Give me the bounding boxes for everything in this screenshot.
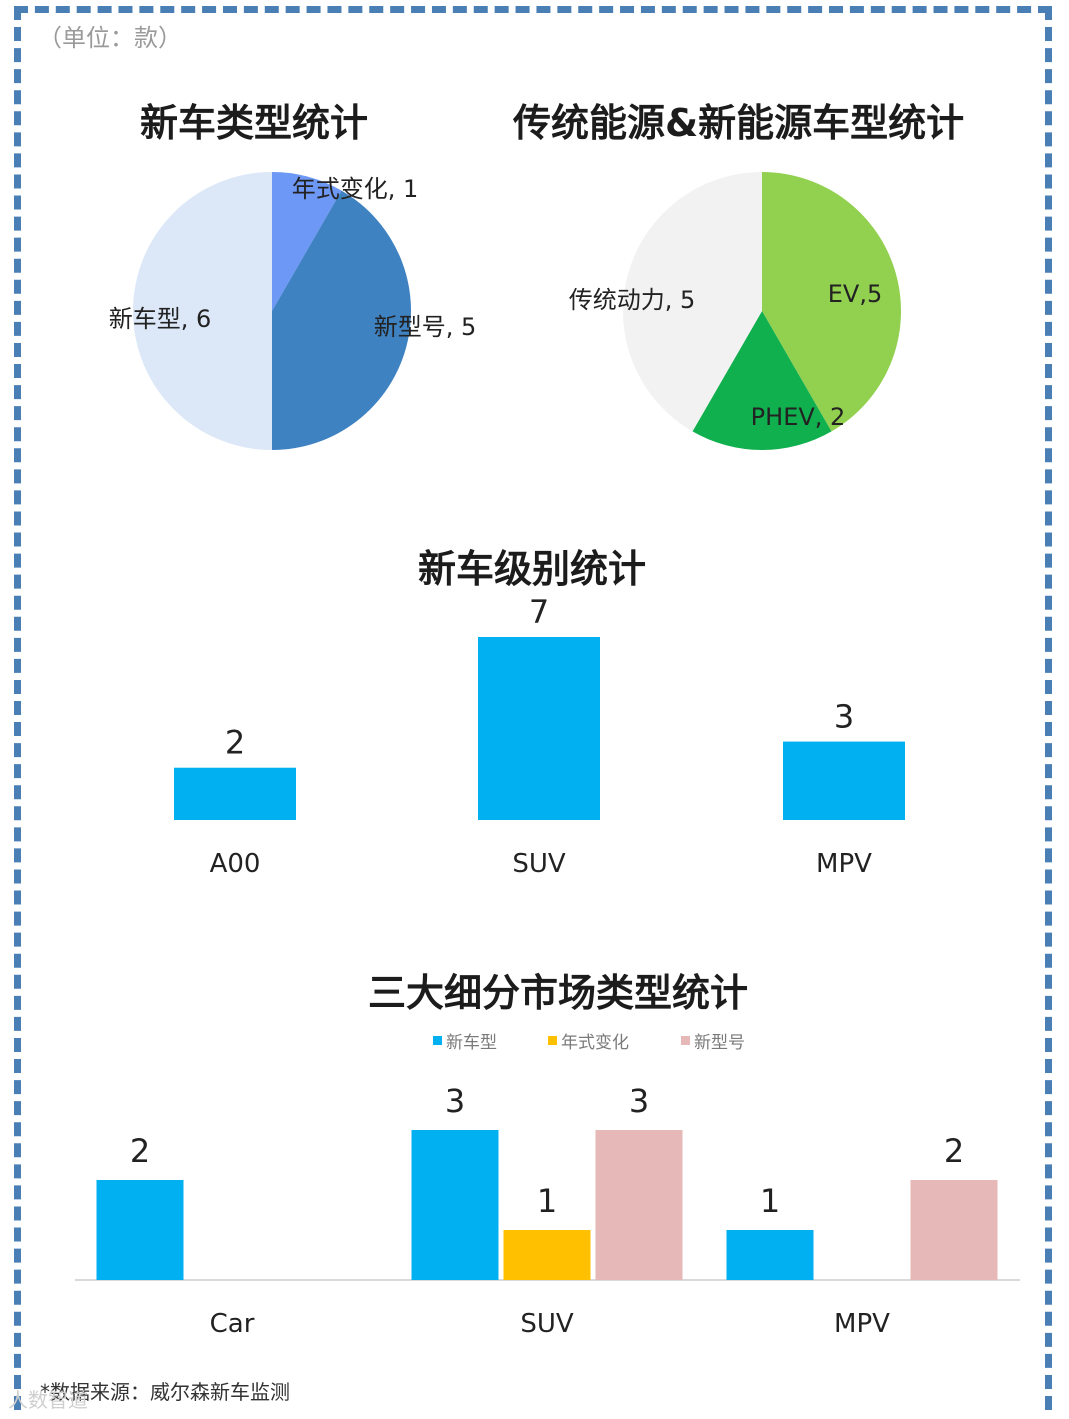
bar2-value-car-新车型: 2 xyxy=(130,1132,150,1170)
bar2-category-suv: SUV xyxy=(520,1309,574,1339)
bar1-value-a00: 2 xyxy=(225,724,245,762)
bar2-bar-car-新车型 xyxy=(96,1180,184,1280)
pie1-slice-新车型 xyxy=(133,172,272,450)
pie2-slice-ev xyxy=(762,172,902,432)
pie1-label-新车型: 新车型, 6 xyxy=(109,305,212,333)
bar2-legend-swatch-新车型 xyxy=(433,1036,442,1045)
bar2-category-mpv: MPV xyxy=(834,1309,890,1339)
bar2-bar-suv-新车型 xyxy=(411,1130,499,1280)
bar2-title: 三大细分市场类型统计 xyxy=(368,971,749,1015)
bar1-bar-mpv xyxy=(783,741,905,820)
bar1-bar-suv xyxy=(478,637,600,820)
bar1-category-a00: A00 xyxy=(210,849,261,879)
bar2-legend-label-年式变化: 年式变化 xyxy=(561,1033,629,1053)
bar1-value-mpv: 3 xyxy=(834,698,854,736)
pie2-slice-phev xyxy=(692,311,832,450)
dashed-frame xyxy=(14,6,1052,1410)
pie1-slice-新型号 xyxy=(272,190,411,450)
pie2-label-ev: EV,5 xyxy=(828,280,882,308)
bar1-bar-a00 xyxy=(174,767,296,820)
bar2-value-mpv-新型号: 2 xyxy=(944,1132,964,1170)
pie1-title: 新车类型统计 xyxy=(140,101,369,145)
bar2-value-suv-年式变化: 1 xyxy=(537,1182,557,1220)
bar1-value-suv: 7 xyxy=(529,593,549,631)
bar2-bar-mpv-新车型 xyxy=(726,1230,814,1280)
data-source: *数据来源：威尔森新车监测 xyxy=(40,1380,290,1404)
pie2-label-phev: PHEV, 2 xyxy=(751,403,846,431)
bar2-category-car: Car xyxy=(210,1309,255,1339)
bar2-legend-label-新车型: 新车型 xyxy=(446,1033,497,1053)
bar2-value-suv-新型号: 3 xyxy=(629,1082,649,1120)
bar2-value-mpv-新车型: 1 xyxy=(760,1182,780,1220)
bar2-value-suv-新车型: 3 xyxy=(445,1082,465,1120)
bar1-category-mpv: MPV xyxy=(816,849,872,879)
pie1-label-年式变化: 年式变化, 1 xyxy=(292,175,419,203)
pie2-label-传统动力: 传统动力, 5 xyxy=(569,286,696,314)
bar2-legend-swatch-新型号 xyxy=(681,1036,690,1045)
bar2-bar-suv-新型号 xyxy=(595,1130,683,1280)
bar2-bar-suv-年式变化 xyxy=(503,1230,591,1280)
bar2-legend-label-新型号: 新型号 xyxy=(694,1033,745,1053)
pie2-title: 传统能源&新能源车型统计 xyxy=(513,101,965,145)
bar2-legend-swatch-年式变化 xyxy=(548,1036,557,1045)
bar1-category-suv: SUV xyxy=(512,849,566,879)
watermark-text: 人数智道 xyxy=(8,1388,88,1412)
bar1-title: 新车级别统计 xyxy=(418,547,647,591)
unit-label: （单位：款） xyxy=(38,24,182,52)
bar2-bar-mpv-新型号 xyxy=(910,1180,998,1280)
pie1-label-新型号: 新型号, 5 xyxy=(374,313,477,341)
pie1-slice-年式变化 xyxy=(272,172,342,311)
pie2-slice-传统动力 xyxy=(623,172,762,432)
